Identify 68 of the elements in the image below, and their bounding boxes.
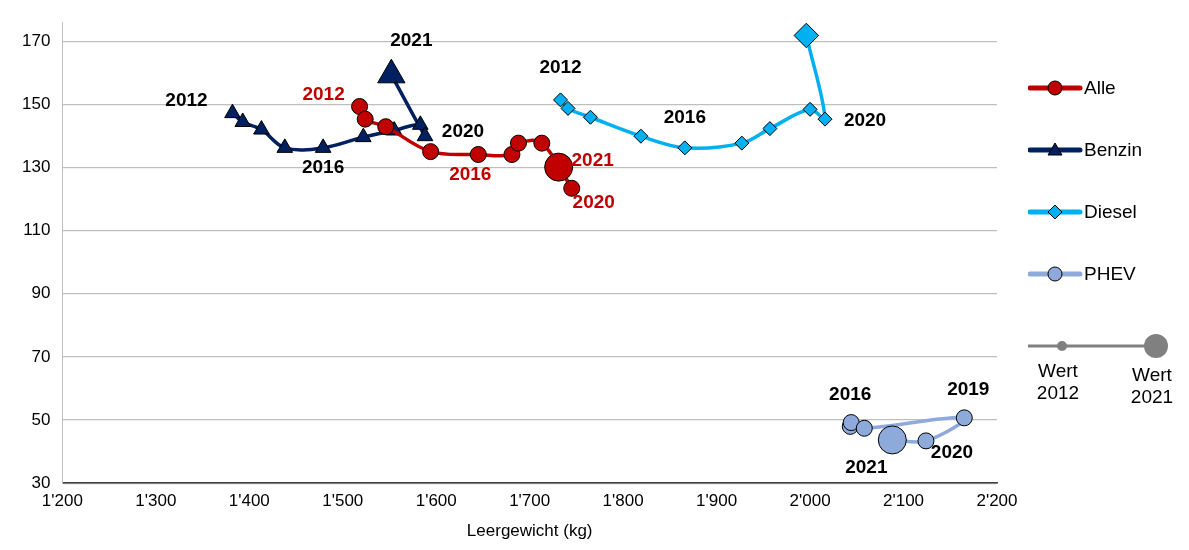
x-tick-label: 1'800 [602, 491, 644, 511]
point [533, 134, 551, 152]
text: Wert 2012 [1035, 360, 1081, 404]
y-tick-label: 30 [31, 472, 51, 492]
annotation: 2012 [165, 89, 208, 111]
x-tick-label: 2'100 [883, 491, 925, 511]
x-tick-label: 1'900 [696, 491, 738, 511]
point [582, 109, 598, 125]
annotation: 2020 [572, 190, 615, 212]
point [276, 138, 294, 153]
point [509, 134, 527, 152]
y-tick-label: 90 [31, 283, 51, 303]
annotation: 2016 [663, 106, 706, 128]
x-tick-label: 1'700 [509, 491, 551, 511]
annotation: 2016 [829, 382, 872, 404]
point [633, 128, 649, 144]
annotation: 2016 [449, 162, 492, 184]
annotation: 2020 [441, 120, 485, 142]
point [563, 179, 581, 197]
annotation: 2016 [301, 156, 345, 178]
annotation: 2012 [539, 56, 582, 78]
x-tick-label: 1'300 [135, 491, 177, 511]
annotation: 2019 [947, 378, 990, 400]
x-tick-label: 1'500 [322, 491, 364, 511]
y-tick-label: 110 [23, 220, 51, 240]
annotation: 2020 [930, 441, 974, 463]
text: Wert 2021 [1129, 364, 1175, 408]
y-tick-label: 150 [21, 93, 51, 113]
x-tick-label: 2'200 [976, 491, 1018, 511]
point [422, 143, 440, 161]
point [355, 127, 372, 143]
legend-label: Alle [1084, 76, 1116, 99]
y-tick-label: 170 [21, 30, 51, 50]
y-tick-label: 130 [21, 157, 51, 177]
point [802, 101, 818, 117]
annotation: 2020 [843, 109, 887, 131]
point [351, 98, 369, 116]
point [416, 126, 434, 142]
annotation: 2012 [302, 82, 345, 104]
point [560, 100, 576, 116]
point [314, 138, 332, 153]
point [377, 118, 395, 136]
x-tick-label: 1'600 [415, 491, 457, 511]
annotation: 2021 [571, 149, 615, 171]
point [253, 120, 270, 135]
x-tick-label: 1'200 [41, 491, 83, 511]
x-tick-label: 2'000 [789, 491, 831, 511]
point [677, 140, 693, 156]
legend-label: Diesel [1084, 200, 1137, 223]
x-axis-title: Leergewicht (kg) [466, 521, 593, 541]
point [817, 111, 833, 127]
legend-label: Benzin [1084, 138, 1143, 161]
point [234, 112, 252, 127]
point [762, 121, 778, 137]
point [412, 115, 429, 130]
point [224, 103, 241, 119]
annotation: 2021 [845, 456, 888, 478]
point [356, 110, 374, 128]
legend-label: PHEV [1084, 262, 1136, 285]
point [855, 419, 873, 437]
point [553, 92, 569, 108]
point [955, 409, 973, 427]
annotation: 2021 [390, 29, 433, 51]
x-tick-label: 1'400 [228, 491, 270, 511]
y-tick-label: 50 [31, 409, 51, 429]
point [734, 135, 750, 151]
y-tick-label: 70 [31, 346, 51, 366]
point [469, 146, 487, 163]
